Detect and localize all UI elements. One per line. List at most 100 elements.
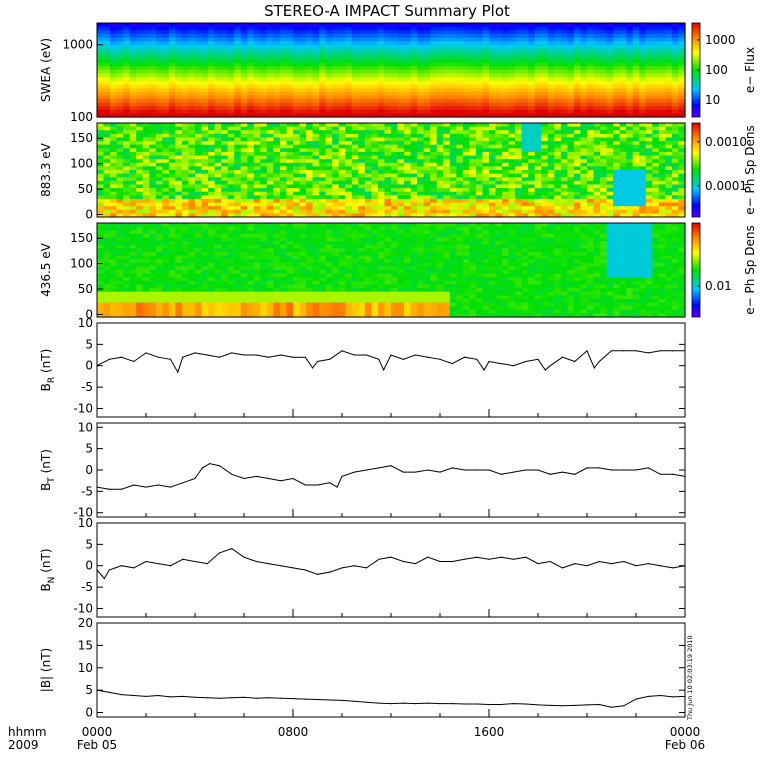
spectrogram-cell — [253, 106, 261, 111]
spectrogram-cell — [149, 277, 157, 282]
spectrogram-cell — [652, 191, 660, 196]
spectrogram-cell — [142, 62, 150, 67]
spectrogram-cell — [587, 70, 595, 75]
spectrogram-cell — [110, 106, 118, 111]
spectrogram-cell — [430, 191, 438, 196]
spectrogram-cell — [580, 88, 588, 93]
spectrogram-cell — [678, 113, 686, 118]
spectrogram-cell — [195, 188, 203, 193]
spectrogram-cell — [155, 184, 163, 189]
spectrogram-cell — [155, 113, 163, 118]
spectrogram-cell — [142, 33, 150, 39]
spectrogram-cell — [97, 151, 105, 157]
spectrogram-cell — [201, 70, 209, 75]
spectrogram-cell — [626, 41, 634, 46]
spectrogram-cell — [482, 59, 490, 64]
spectrogram-cell — [626, 113, 634, 118]
spectrogram-cell — [306, 151, 314, 157]
spectrogram-cell — [181, 202, 190, 207]
spectrogram-cell — [253, 151, 261, 157]
spectrogram-cell — [195, 184, 203, 189]
spectrogram-cell — [266, 177, 274, 182]
spectrogram-cell — [312, 73, 320, 78]
spectrogram-cell — [404, 180, 412, 186]
spectrogram-cell — [475, 177, 484, 182]
spectrogram-cell — [273, 148, 281, 153]
spectrogram-cell — [123, 166, 131, 171]
spectrogram-cell — [502, 106, 510, 111]
spectrogram-cell — [273, 133, 281, 139]
spectrogram-cell — [358, 202, 366, 207]
spectrogram-cell — [266, 213, 274, 218]
spectrogram-cell — [286, 191, 294, 196]
spectrogram-cell — [371, 48, 379, 53]
spectrogram-cell — [652, 113, 660, 118]
spectrogram-cell — [560, 102, 568, 107]
spectrogram-cell — [580, 73, 588, 78]
spectrogram-cell — [397, 55, 405, 60]
spectrogram-cell — [201, 173, 209, 178]
spectrogram-cell — [332, 162, 340, 167]
spectrogram-cell — [221, 191, 229, 196]
spectrogram-cell — [449, 91, 457, 96]
spectrogram-cell — [423, 126, 431, 131]
spectrogram-cell — [110, 173, 118, 178]
spectrogram-cell — [142, 273, 150, 278]
spectrogram-cell — [521, 166, 529, 171]
spectrogram-cell — [613, 180, 621, 186]
spectrogram-cell — [201, 95, 209, 100]
spectrogram-cell — [541, 123, 549, 128]
spectrogram-cell — [475, 206, 484, 211]
spectrogram-cell — [645, 37, 653, 42]
spectrogram-cell — [142, 162, 150, 167]
spectrogram-cell — [423, 113, 431, 118]
spectrogram-cell — [312, 130, 320, 135]
spectrogram-cell — [508, 123, 516, 128]
spectrogram-cell — [671, 162, 680, 167]
spectrogram-cell — [221, 184, 229, 189]
spectrogram-cell — [482, 202, 490, 207]
spectrogram-cell — [260, 109, 268, 114]
spectrogram-cell — [645, 144, 653, 149]
spectrogram-cell — [149, 288, 157, 293]
spectrogram-cell — [299, 188, 307, 193]
spectrogram-cell — [521, 113, 529, 118]
spectrogram-cell — [619, 130, 627, 135]
spectrogram-cell — [188, 191, 196, 196]
spectrogram-cell — [155, 66, 163, 71]
spectrogram-cell — [404, 148, 412, 153]
spectrogram-cell — [417, 123, 425, 128]
spectrogram-cell — [364, 62, 372, 67]
spectrogram-cell — [436, 91, 444, 96]
y-tick-label: 0 — [85, 207, 93, 221]
spectrogram-cell — [515, 159, 523, 164]
spectrogram-cell — [299, 202, 307, 207]
spectrogram-cell — [495, 70, 503, 75]
spectrogram-cell — [397, 98, 405, 104]
spectrogram-cell — [240, 59, 248, 64]
spectrogram-cell — [110, 26, 118, 31]
spectrogram-cell — [351, 213, 359, 218]
spectrogram-cell — [397, 51, 405, 57]
spectrogram-cell — [319, 88, 327, 93]
spectrogram-cell — [260, 44, 268, 49]
spectrogram-cell — [286, 23, 294, 28]
spectrogram-cell — [554, 88, 562, 93]
spectrogram-cell — [116, 130, 124, 135]
spectrogram-cell — [123, 51, 131, 57]
spectrogram-cell — [351, 184, 359, 189]
spectrogram-cell — [554, 102, 562, 107]
spectrogram-cell — [573, 126, 582, 131]
spectrogram-cell — [417, 191, 425, 196]
spectrogram-cell — [384, 23, 392, 28]
spectrogram-cell — [273, 73, 281, 78]
spectrogram-cell — [364, 137, 372, 142]
spectrogram-cell — [358, 177, 366, 182]
spectrogram-cell — [541, 148, 549, 153]
spectrogram-cell — [645, 170, 653, 175]
spectrogram-cell — [208, 98, 216, 104]
spectrogram-cell — [587, 30, 595, 35]
spectrogram-cell — [495, 133, 503, 139]
spectrogram-cell — [482, 166, 490, 171]
spectrogram-cell — [181, 126, 190, 131]
